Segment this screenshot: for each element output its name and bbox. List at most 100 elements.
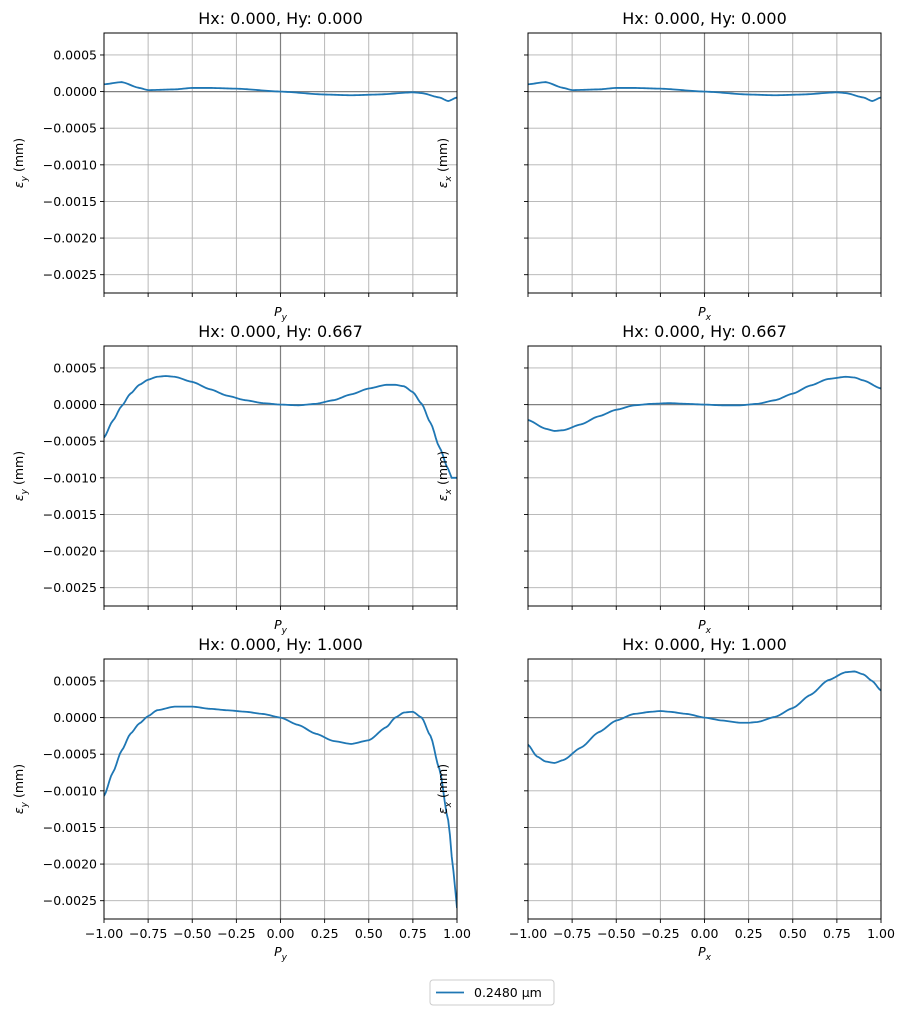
x-axis-label: Py [274, 304, 288, 323]
series-line [528, 375, 881, 432]
x-tick-label: −0.75 [129, 926, 167, 941]
y-tick-label: 0.0005 [53, 47, 97, 62]
y-axis-label-main: ε [11, 807, 26, 814]
x-axis-label: Px [698, 617, 712, 636]
y-axis-label: εy (mm) [11, 138, 30, 188]
x-axis-label: Px [698, 944, 712, 963]
y-tick-label: −0.0015 [43, 820, 97, 835]
x-axis-label: Py [274, 944, 288, 963]
y-axis-label-subscript: x [444, 801, 454, 808]
x-axis-label-main: P [698, 617, 706, 632]
x-axis-label-main: P [274, 944, 282, 959]
subplot-3: 0.0005 0.0000 −0.0005 −0.0010 −0.0015 −0.0020… [11, 322, 458, 636]
y-tick-label: −0.0020 [43, 544, 97, 559]
x-axis-label-subscript: y [281, 313, 288, 323]
x-axis-label-main: P [274, 304, 282, 319]
y-axis-label-subscript: y [20, 801, 30, 808]
x-tick-label: 0.00 [691, 926, 719, 941]
x-tick-label: 1.00 [867, 926, 895, 941]
x-axis-label-subscript: y [281, 953, 288, 963]
x-axis-label-subscript: y [281, 626, 288, 636]
subplot-title: Hx: 0.000, Hy: 1.000 [622, 635, 787, 654]
x-tick-label: −0.25 [641, 926, 679, 941]
subplot-1: 0.0005 0.0000 −0.0005 −0.0010 −0.0015 −0.0020… [11, 9, 458, 323]
y-tick-label: −0.0015 [43, 507, 97, 522]
y-axis-label-main: ε [435, 181, 450, 188]
series-line [104, 81, 457, 103]
y-axis-label-main: ε [11, 494, 26, 501]
y-axis-label: εy (mm) [11, 764, 30, 814]
subplot-title: Hx: 0.000, Hy: 1.000 [198, 635, 363, 654]
x-tick-label: 0.75 [823, 926, 851, 941]
y-tick-label: −0.0020 [43, 231, 97, 246]
subplot-title: Hx: 0.000, Hy: 0.000 [622, 9, 787, 28]
x-axis-label: Px [698, 304, 712, 323]
x-tick-label: −0.50 [597, 926, 635, 941]
y-axis-label: εx (mm) [435, 138, 454, 188]
x-tick-label: 0.75 [399, 926, 427, 941]
subplot-title: Hx: 0.000, Hy: 0.000 [198, 9, 363, 28]
legend-label: 0.2480 µm [474, 985, 542, 1000]
x-tick-label: −1.00 [509, 926, 547, 941]
x-axis-label-subscript: x [705, 626, 712, 636]
y-tick-label: 0.0000 [53, 710, 97, 725]
y-tick-label: −0.0025 [43, 267, 97, 282]
y-axis-label-subscript: x [444, 488, 454, 495]
subplot-grid: 0.0005 0.0000 −0.0005 −0.0010 −0.0015 −0.0020… [11, 9, 895, 963]
y-tick-label: −0.0025 [43, 580, 97, 595]
y-tick-label: −0.0015 [43, 194, 97, 209]
y-tick-label: 0.0000 [53, 397, 97, 412]
x-axis-label-main: P [274, 617, 282, 632]
series-line [104, 705, 457, 909]
subplot-title: Hx: 0.000, Hy: 0.667 [622, 322, 787, 341]
x-axis-label-main: P [698, 944, 706, 959]
subplot-title: Hx: 0.000, Hy: 0.667 [198, 322, 363, 341]
x-tick-label: 1.00 [443, 926, 471, 941]
y-tick-label: −0.0005 [43, 121, 97, 136]
x-tick-label: 0.25 [735, 926, 763, 941]
series-line [104, 375, 457, 479]
y-axis-label-subscript: x [444, 175, 454, 182]
y-tick-label: −0.0010 [43, 157, 97, 172]
y-axis-label-subscript: y [20, 175, 30, 182]
x-axis-label-main: P [698, 304, 706, 319]
x-tick-label: 0.00 [267, 926, 295, 941]
x-tick-label: 0.50 [355, 926, 383, 941]
y-axis-label-unit: (mm) [11, 451, 26, 489]
y-axis-label-main: ε [435, 807, 450, 814]
y-axis-label: εy (mm) [11, 451, 30, 501]
x-tick-label: −0.50 [173, 926, 211, 941]
subplot-6: −1.00 −0.75 −0.50 −0.25 0.00 0.25 0.50 0.75 1.00… [435, 635, 895, 963]
y-tick-label: −0.0005 [43, 434, 97, 449]
x-axis-label: Py [274, 617, 288, 636]
y-axis-label-unit: (mm) [11, 764, 26, 802]
x-tick-label: −1.00 [85, 926, 123, 941]
x-tick-label: −0.75 [553, 926, 591, 941]
y-tick-label: 0.0000 [53, 84, 97, 99]
x-axis-label-subscript: x [705, 953, 712, 963]
y-tick-label: 0.0005 [53, 673, 97, 688]
y-axis-label-subscript: y [20, 488, 30, 495]
y-axis-label: εx (mm) [435, 451, 454, 501]
y-axis-label-main: ε [11, 181, 26, 188]
y-tick-label: −0.0020 [43, 857, 97, 872]
legend-frame [429, 979, 555, 1006]
y-tick-label: −0.0025 [43, 893, 97, 908]
x-tick-label: −0.25 [217, 926, 255, 941]
y-tick-label: −0.0010 [43, 470, 97, 485]
x-tick-label: 0.50 [779, 926, 807, 941]
series-line [528, 670, 881, 764]
y-axis-label-unit: (mm) [435, 451, 450, 489]
x-tick-label: 0.25 [311, 926, 339, 941]
series-line [528, 81, 881, 103]
y-axis-label: εx (mm) [435, 764, 454, 814]
legend: 0.2480 µm [429, 979, 555, 1006]
y-tick-label: 0.0005 [53, 360, 97, 375]
y-axis-label-unit: (mm) [435, 138, 450, 176]
y-axis-label-main: ε [435, 494, 450, 501]
y-axis-label-unit: (mm) [11, 138, 26, 176]
subplot-5: −1.00 −0.75 −0.50 −0.25 0.00 0.25 0.50 0.75 1.00… [11, 635, 471, 963]
